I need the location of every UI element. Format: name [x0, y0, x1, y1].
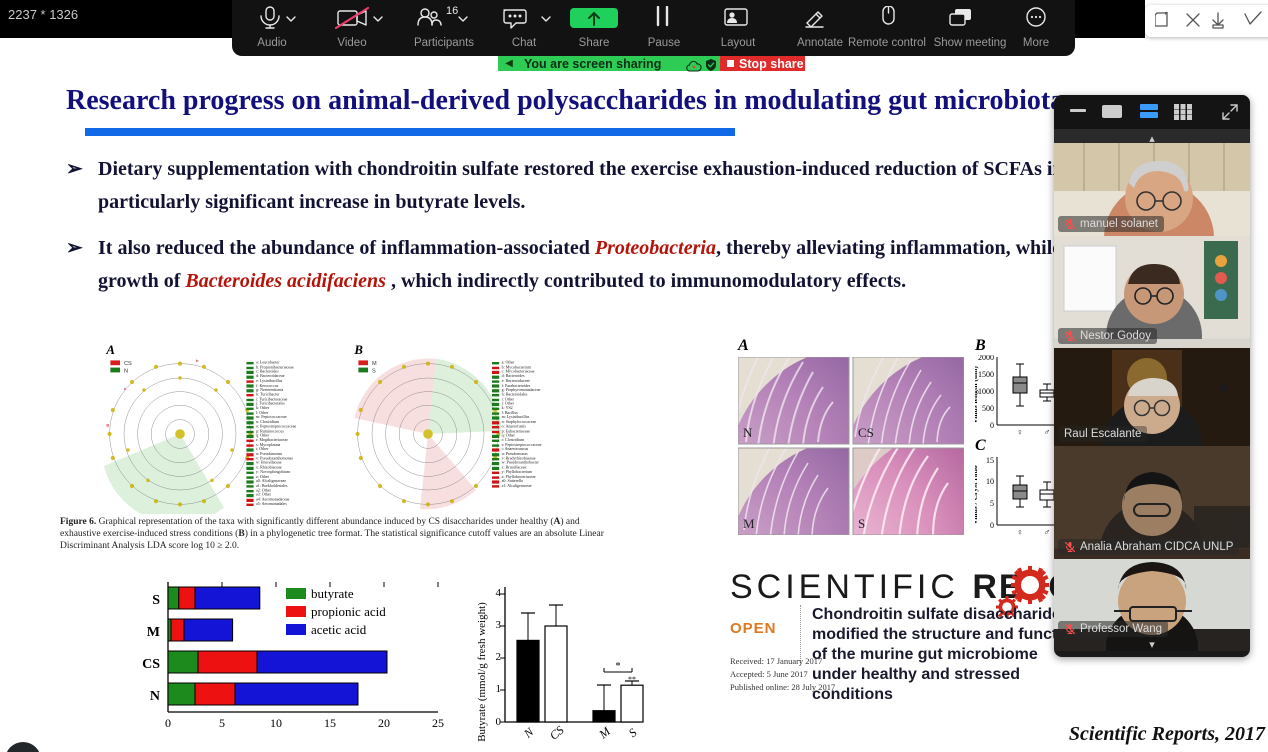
svg-text:Annotate: Annotate — [797, 37, 843, 49]
svg-text:5: 5 — [990, 499, 994, 508]
svg-text:♂: ♂ — [1044, 527, 1051, 537]
svg-text:CS: CS — [142, 657, 160, 672]
svg-text:M: M — [596, 724, 614, 742]
svg-text:Villus length (um): Villus length (um) — [975, 366, 979, 424]
svg-text:500: 500 — [982, 404, 994, 413]
svg-text:0: 0 — [165, 716, 171, 730]
svg-text:N: N — [520, 724, 537, 741]
svg-text:2000: 2000 — [978, 355, 994, 362]
svg-text:1: 1 — [496, 683, 502, 695]
svg-text:S: S — [626, 725, 640, 740]
svg-text:acetic acid: acetic acid — [311, 622, 367, 637]
svg-text:S: S — [152, 593, 160, 608]
svg-text:N: N — [150, 689, 160, 704]
svg-text:10: 10 — [270, 716, 282, 730]
svg-text:h: h — [196, 358, 199, 363]
svg-text:N: N — [124, 368, 128, 374]
svg-text:20: 20 — [378, 716, 390, 730]
svg-text:1000: 1000 — [978, 387, 994, 396]
svg-text:M: M — [147, 625, 160, 640]
svg-text:15: 15 — [324, 716, 336, 730]
svg-text:M: M — [743, 516, 755, 531]
svg-text:CS: CS — [124, 361, 132, 367]
svg-text:♂: ♂ — [1044, 427, 1051, 437]
svg-text:4: 4 — [496, 587, 502, 599]
svg-text:S: S — [858, 516, 865, 531]
svg-text:**: ** — [628, 675, 636, 684]
svg-text:25: 25 — [432, 716, 444, 730]
svg-text:Villus / Cryst ratio: Villus / Cryst ratio — [975, 465, 979, 525]
svg-text:15: 15 — [986, 456, 994, 465]
svg-text:♀: ♀ — [1017, 527, 1024, 537]
svg-text:Pause: Pause — [648, 37, 681, 49]
svg-text:Butyrate (mmol/g fresh weight): Butyrate (mmol/g fresh weight) — [476, 602, 488, 742]
svg-text:CS: CS — [547, 723, 567, 743]
svg-text:N: N — [743, 425, 753, 440]
svg-text:2: 2 — [496, 651, 502, 663]
svg-text:Participants: Participants — [414, 37, 474, 49]
svg-text:Audio: Audio — [257, 37, 286, 49]
svg-text:5: 5 — [219, 716, 225, 730]
svg-text:*: * — [616, 661, 621, 672]
svg-text:B: B — [353, 343, 363, 357]
svg-text:Show meeting: Show meeting — [934, 37, 1007, 49]
svg-text:3: 3 — [496, 619, 502, 631]
svg-text:16: 16 — [446, 6, 458, 17]
svg-text:♀: ♀ — [1017, 427, 1024, 437]
svg-text:c: c — [124, 386, 127, 391]
svg-text:CS: CS — [858, 425, 874, 440]
svg-text:10: 10 — [986, 477, 994, 486]
svg-text:Remote control: Remote control — [848, 37, 926, 49]
svg-text:0: 0 — [990, 521, 994, 530]
svg-text:Layout: Layout — [721, 37, 756, 49]
svg-text:propionic acid: propionic acid — [311, 604, 386, 619]
svg-text:A: A — [105, 343, 115, 357]
svg-text:Share: Share — [579, 37, 610, 49]
svg-text:M: M — [372, 361, 377, 367]
svg-text:butyrate: butyrate — [311, 586, 354, 601]
svg-text:0: 0 — [990, 421, 994, 430]
svg-text:More: More — [1023, 37, 1049, 49]
svg-text:Chat: Chat — [512, 37, 537, 49]
svg-text:1500: 1500 — [978, 370, 994, 379]
svg-text:g: g — [106, 422, 109, 427]
svg-text:S: S — [372, 368, 376, 374]
svg-text:Video: Video — [337, 37, 366, 49]
